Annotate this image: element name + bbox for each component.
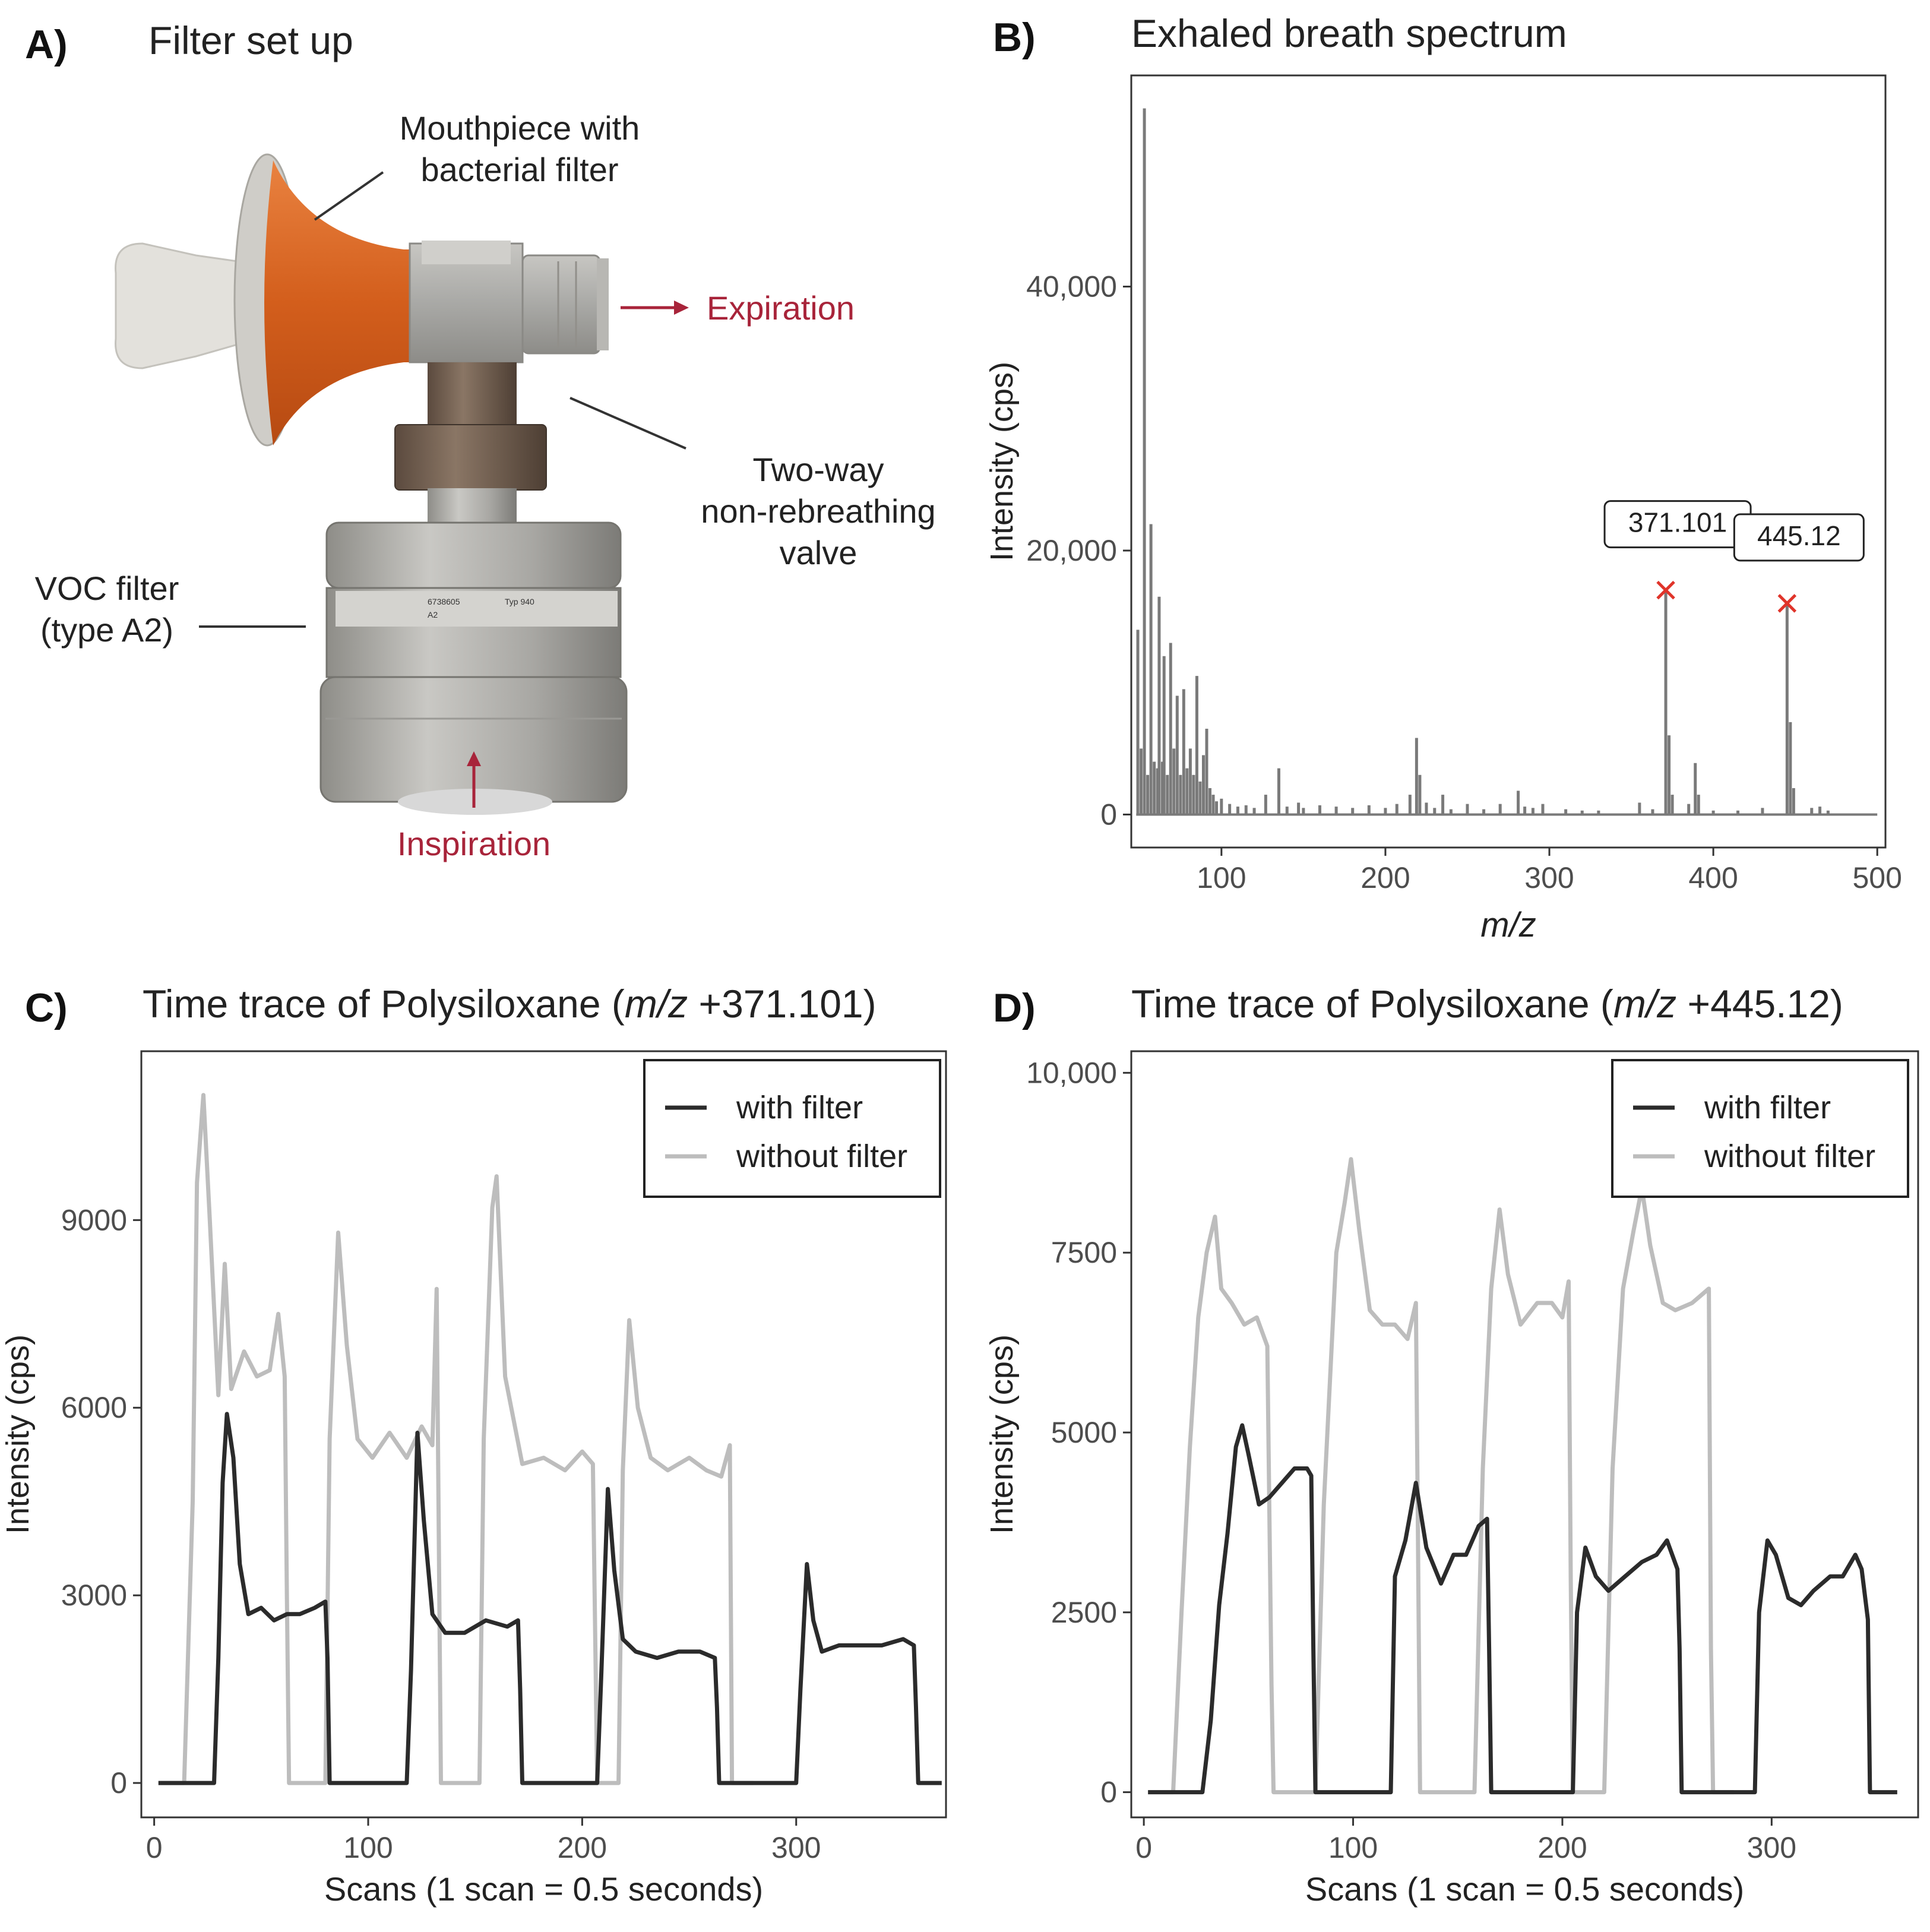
y-tick-label: 20,000: [1026, 534, 1117, 567]
x-tick-label: 400: [1688, 861, 1738, 894]
panel-c-title-post: +371.101): [688, 982, 877, 1026]
panel-c-title: Time trace of Polysiloxane (m/z +371.101…: [143, 981, 877, 1026]
x-axis-label: m/z: [1480, 906, 1536, 944]
y-tick-label: 0: [1100, 1776, 1117, 1809]
peak-marker: [1777, 594, 1797, 613]
voc-filter-canister: [325, 521, 622, 589]
x-tick-label: 100: [1197, 861, 1246, 894]
voc-label-line2: (type A2): [40, 611, 173, 649]
time-trace-445-chart: 0 100 200 300 0 2500 5000 7500 10,000 Intensity (…: [986, 1050, 1919, 1908]
x-tick-label: 200: [558, 1831, 607, 1864]
y-axis-label: Intensity (cps): [986, 362, 1020, 561]
y-tick-label: 10,000: [1026, 1056, 1117, 1089]
panel-d-title-post: +445.12): [1676, 982, 1843, 1026]
legend-label: with filter: [1704, 1090, 1831, 1125]
panel-c-title-pre: Time trace of Polysiloxane (: [143, 982, 625, 1026]
expiration-label: Expiration: [707, 289, 855, 327]
series-line-without-filter: [158, 1093, 754, 1785]
panel-a-letter: A): [25, 22, 68, 67]
peak-annotation-box: [1733, 513, 1865, 562]
peak-annotation-label: 371.101: [1628, 507, 1727, 538]
series-line-with-filter: [158, 1412, 942, 1785]
bacterial-filter: [264, 160, 416, 445]
valve-leader: [569, 397, 686, 450]
valve-neck: [428, 362, 517, 428]
panel-c-title-mz: m/z: [624, 982, 688, 1026]
x-tick-label: 300: [1747, 1831, 1796, 1864]
valve-label-line2: non-rebreathing: [701, 492, 935, 530]
x-tick-label: 300: [771, 1831, 821, 1864]
y-axis-label: Intensity (cps): [986, 1335, 1020, 1534]
y-tick-label: 6000: [61, 1391, 127, 1424]
spectrum-chart: 100 200 300 400 500 0 20,000 40,000 Intensity (c…: [986, 74, 1902, 944]
panel-d-letter: D): [993, 985, 1036, 1030]
valve-label-line1: Two-way: [753, 451, 884, 488]
y-tick-label: 2500: [1051, 1596, 1117, 1629]
x-tick-label: 200: [1361, 861, 1410, 894]
filter-setup-photo: 6738605 Typ 940 A2 Mouthpiece with bacte…: [35, 109, 936, 862]
panel-b-title: Exhaled breath spectrum: [1131, 11, 1567, 55]
x-tick-label: 0: [146, 1831, 163, 1864]
x-tick-label: 100: [343, 1831, 393, 1864]
canister-type: Typ 940: [505, 597, 534, 606]
expiration-port: [521, 254, 601, 355]
inspiration-label: Inspiration: [397, 825, 550, 862]
series-line-with-filter: [1148, 1423, 1897, 1795]
panel-d-title-mz: m/z: [1613, 982, 1677, 1026]
y-axis-label: Intensity (cps): [0, 1335, 36, 1534]
peak-marker: [1656, 580, 1675, 600]
legend-box: [643, 1059, 941, 1198]
y-tick-label: 3000: [61, 1579, 127, 1612]
x-axis-label: Scans (1 scan = 0.5 seconds): [324, 1870, 763, 1908]
x-tick-label: 0: [1135, 1831, 1152, 1864]
y-tick-label: 0: [110, 1766, 127, 1800]
legend-box: [1611, 1059, 1909, 1198]
panel-b-letter: B): [993, 15, 1036, 60]
canister-class: A2: [428, 610, 438, 619]
x-axis-label: Scans (1 scan = 0.5 seconds): [1305, 1870, 1744, 1908]
x-tick-label: 300: [1524, 861, 1574, 894]
legend-label: without filter: [1704, 1139, 1875, 1174]
peak-annotation-label: 445.12: [1757, 520, 1841, 551]
panel-a-title: Filter set up: [148, 18, 353, 62]
x-tick-label: 200: [1537, 1831, 1587, 1864]
canister-code: 6738605: [428, 597, 460, 606]
legend-label: with filter: [736, 1090, 863, 1125]
valve-label-line3: valve: [780, 534, 858, 571]
y-tick-label: 40,000: [1026, 270, 1117, 303]
mouthpiece-nozzle: [115, 242, 239, 369]
mouthpiece-label-line2: bacterial filter: [420, 151, 618, 188]
panel-d-title: Time trace of Polysiloxane (m/z +445.12): [1131, 981, 1843, 1026]
y-tick-label: 7500: [1051, 1236, 1117, 1269]
panel-d-title-pre: Time trace of Polysiloxane (: [1131, 982, 1613, 1026]
mouthpiece-label-line1: Mouthpiece with: [400, 109, 640, 147]
voc-label-line1: VOC filter: [35, 570, 179, 607]
x-tick-label: 100: [1328, 1831, 1378, 1864]
plot-panel-border: [1130, 74, 1887, 849]
y-tick-label: 9000: [61, 1203, 127, 1237]
legend-label: without filter: [736, 1139, 907, 1174]
panel-c-letter: C): [25, 985, 68, 1030]
y-tick-label: 5000: [1051, 1416, 1117, 1449]
mouthpiece-leader: [314, 171, 384, 221]
series-line-without-filter: [1148, 1157, 1734, 1795]
y-tick-label: 0: [1100, 798, 1117, 831]
canister-label-band: [336, 591, 618, 627]
x-tick-label: 500: [1852, 861, 1901, 894]
